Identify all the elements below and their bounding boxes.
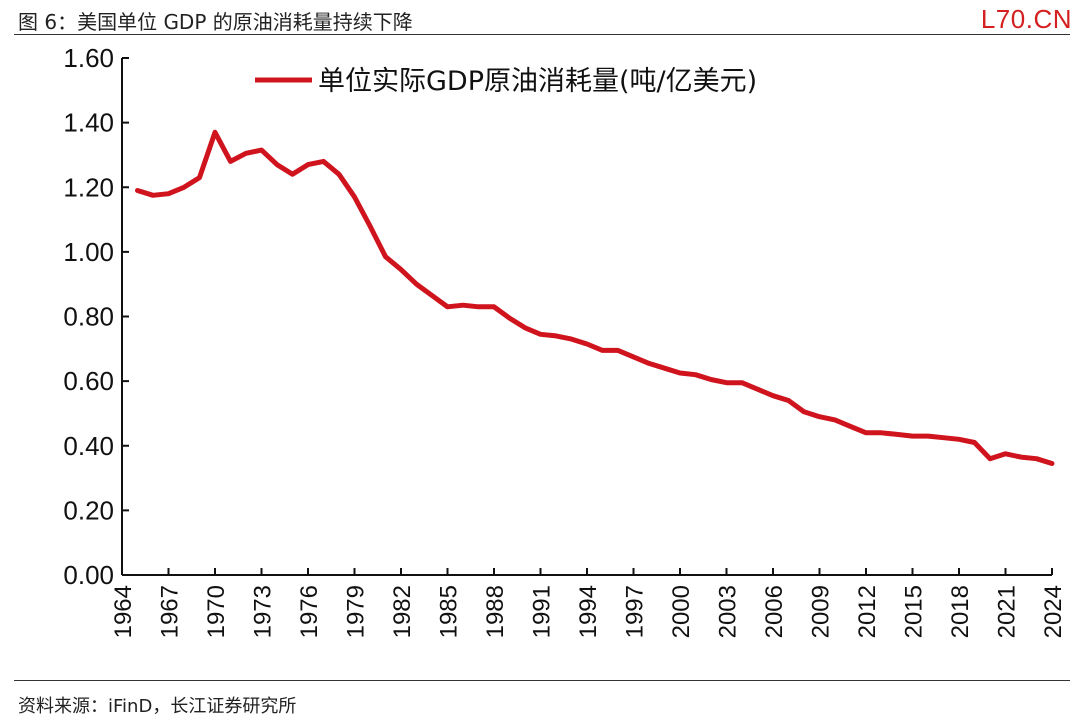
x-tick-label: 1994 (575, 585, 602, 638)
x-tick-label: 1979 (343, 585, 370, 638)
source-note: 资料来源：iFinD，长江证券研究所 (18, 696, 297, 717)
y-tick-label: 1.00 (63, 237, 114, 267)
y-tick-label: 0.80 (63, 302, 114, 332)
x-tick-label: 1973 (250, 585, 277, 638)
footer-divider (14, 680, 1070, 681)
x-tick-label: 1985 (436, 585, 463, 638)
y-tick-label: 1.60 (63, 43, 114, 73)
figure-title: 图 6：美国单位 GDP 的原油消耗量持续下降 (18, 10, 413, 34)
x-tick-label: 1991 (529, 585, 556, 638)
title-divider (14, 34, 1070, 35)
watermark-logo: L70.CN (980, 4, 1072, 34)
x-tick-label: 2006 (761, 585, 788, 638)
legend: 单位实际GDP原油消耗量(吨/亿美元) (255, 66, 757, 97)
x-tick-label: 1964 (110, 585, 137, 638)
x-tick-label: 2012 (854, 585, 881, 638)
x-tick-label: 2021 (994, 585, 1021, 638)
y-tick-label: 1.20 (63, 172, 114, 202)
y-tick-label: 0.40 (63, 431, 114, 461)
y-tick-label: 1.40 (63, 108, 114, 138)
x-tick-label: 1970 (203, 585, 230, 638)
x-tick-label: 2000 (668, 585, 695, 638)
x-tick-label: 2009 (808, 585, 835, 638)
x-tick-label: 2018 (947, 585, 974, 638)
x-tick-label: 1976 (296, 585, 323, 638)
legend-label: 单位实际GDP原油消耗量(吨/亿美元) (318, 66, 757, 97)
series-line (135, 129, 1055, 466)
y-tick-label: 0.60 (63, 366, 114, 396)
x-tick-label: 2003 (715, 585, 742, 638)
x-tick-label: 1988 (482, 585, 509, 638)
y-axis-ticks: 0.00 0.20 0.40 0.60 0.80 1.00 1.20 1.40 1.60 (63, 43, 129, 590)
x-tick-label: 2015 (901, 585, 928, 638)
x-tick-label: 2024 (1040, 585, 1067, 638)
x-tick-label: 1967 (157, 585, 184, 638)
y-tick-label: 0.00 (63, 560, 114, 590)
x-tick-label: 1997 (622, 585, 649, 638)
line-chart: 0.00 0.20 0.40 0.60 0.80 1.00 1.20 1.40 1.60 196… (63, 43, 1067, 638)
y-tick-label: 0.20 (63, 495, 114, 525)
x-tick-label: 1982 (389, 585, 416, 638)
x-axis-ticks: 1964 1967 1970 1973 1976 1979 1982 1985 1988 1991… (110, 568, 1067, 638)
